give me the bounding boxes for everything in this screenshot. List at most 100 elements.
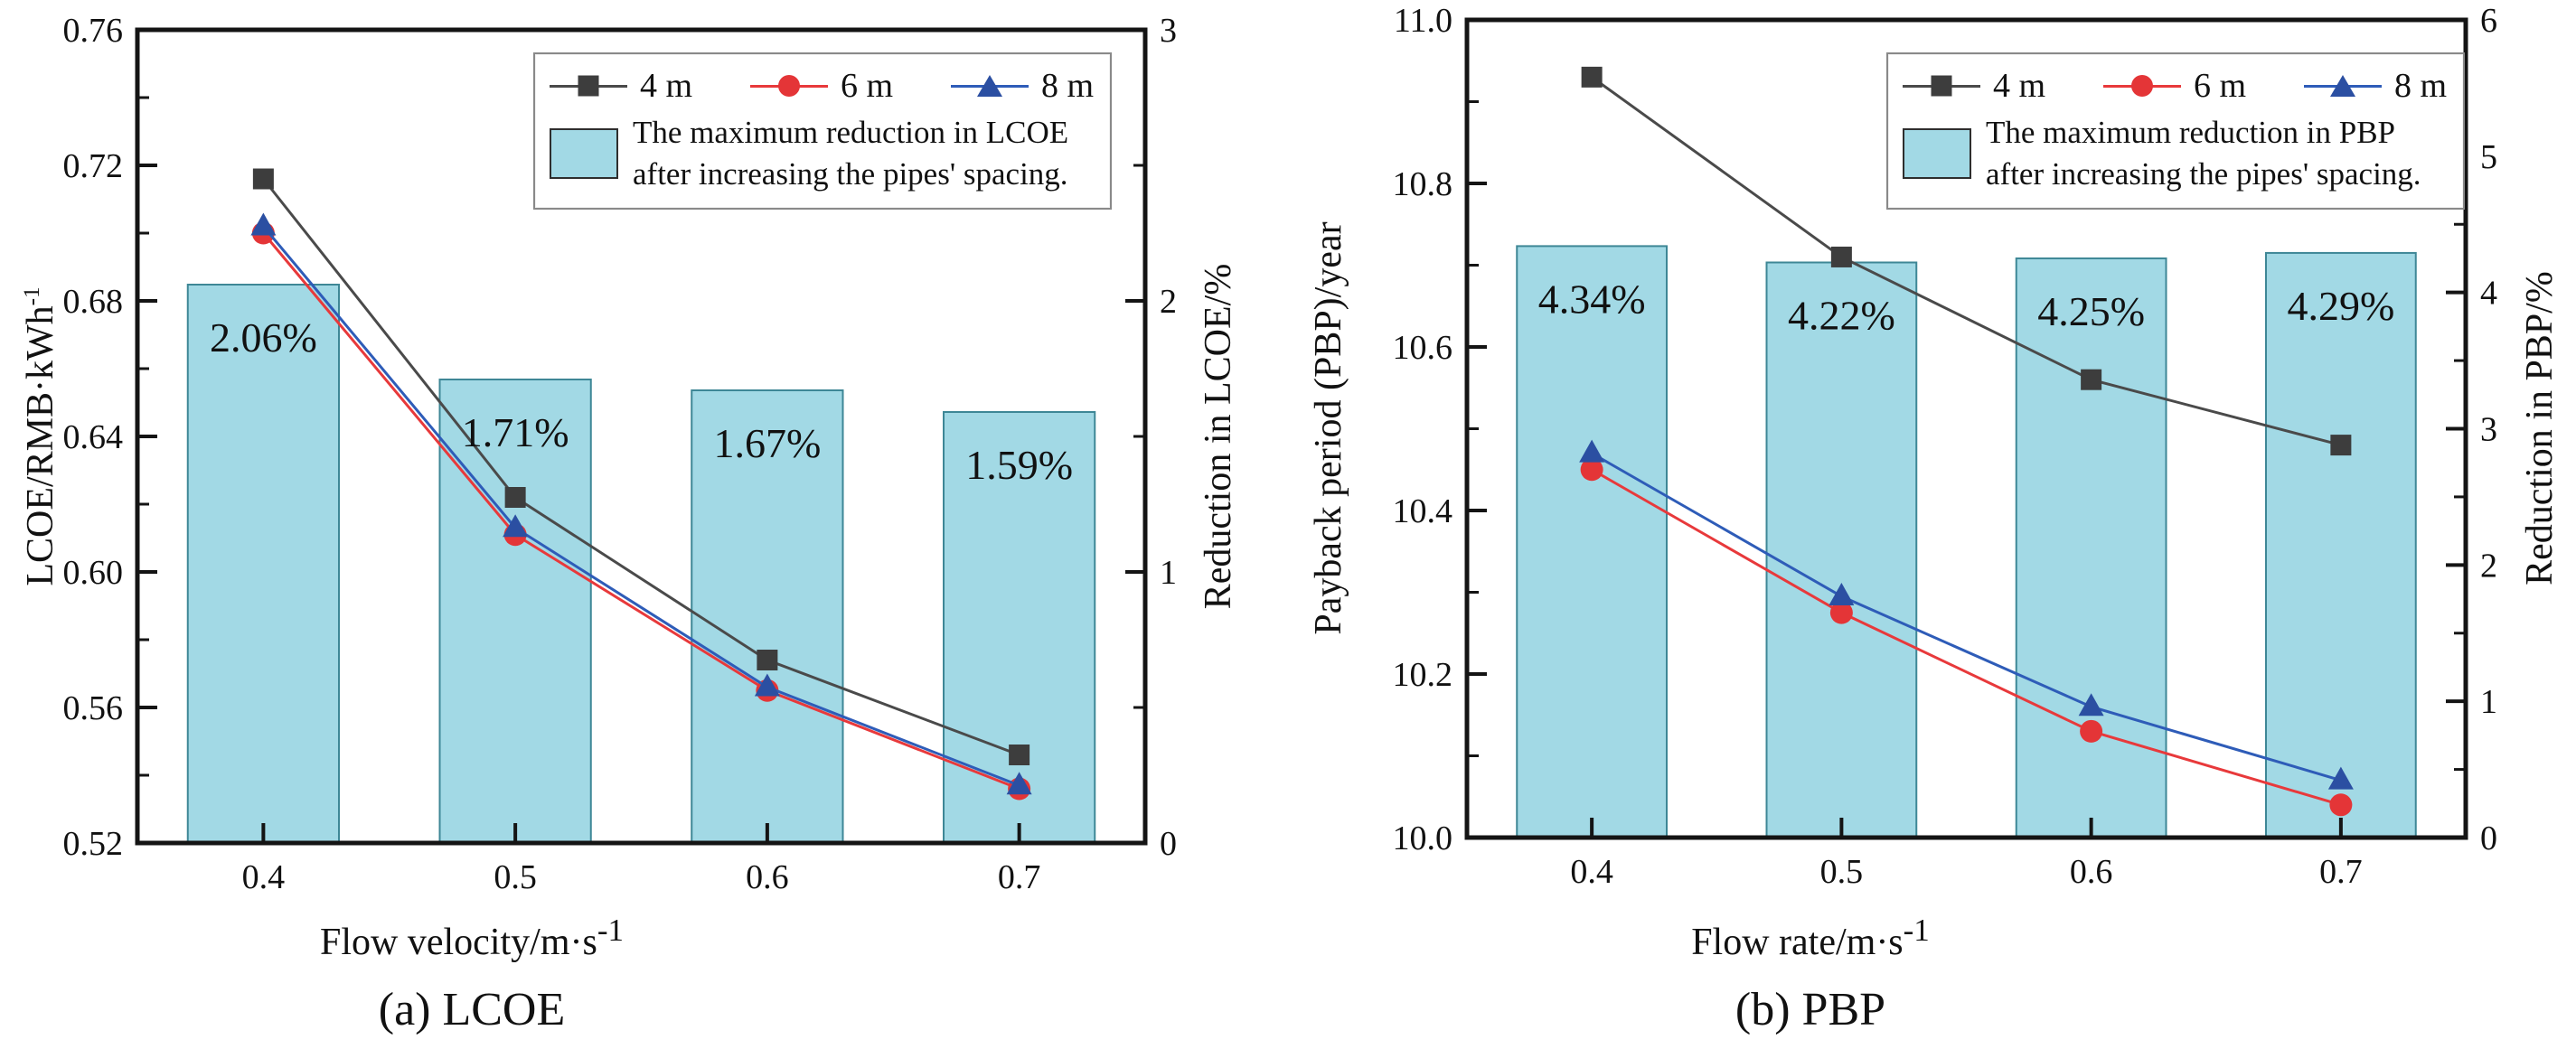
panel-pbp: 10.0 10.2 10.4 10.6 10.8 11.0 0 1 2 3 4 5 6 0.4 0.5 0.6…: [1288, 0, 2576, 1049]
chart-pbp: 10.0 10.2 10.4 10.6 10.8 11.0 0 1 2 3 4 5 6 0.4 0.5 0.6…: [1393, 2, 2498, 891]
bars-group: [1516, 245, 2417, 839]
chart-lcoe: 0.52 0.56 0.60 0.64 0.68 0.72 0.76 0 1 2 3 0.4 0.5 0.…: [63, 12, 1178, 896]
y-left-tick-label: 10.8: [1393, 165, 1453, 203]
bar: [438, 379, 592, 844]
y-right-tick-label: 6: [2480, 2, 2497, 40]
legend-bar-text: The maximum reduction in LCOE after incr…: [633, 112, 1068, 195]
y-axis-label-left-text: LCOE/RMB·kWh: [20, 305, 61, 586]
y-left-tick-label: 10.4: [1393, 492, 1453, 530]
y-left-tick-label: 0.64: [63, 418, 124, 456]
y-right-tick-label: 0: [2480, 820, 2497, 857]
series-4m: [1581, 66, 2352, 456]
legend-bar-line2: after increasing the pipes' spacing.: [1986, 156, 2421, 192]
x-axis-label-sup: -1: [1903, 913, 1930, 948]
y-right-tick-label: 2: [2480, 547, 2497, 585]
bar-value-label: 1.71%: [462, 409, 569, 455]
series-4m: [252, 168, 1030, 765]
data-point-square: [504, 487, 526, 508]
data-point-triangle: [503, 514, 529, 538]
y-right-tick-label: 3: [2480, 411, 2497, 449]
y-left-tick-label: 0.56: [63, 689, 124, 727]
legend-label-6m: 6 m: [2193, 67, 2247, 105]
bar: [943, 411, 1096, 844]
legend-label-8m: 8 m: [1040, 67, 1094, 105]
panel-lcoe: 0.52 0.56 0.60 0.64 0.68 0.72 0.76 0 1 2 3 0.4 0.5 0.…: [19, 12, 1239, 1035]
square-marker-icon: [1931, 75, 1952, 97]
bar-value-label: 4.25%: [2037, 288, 2145, 334]
y-left-tick-label: 11.0: [1394, 2, 1453, 40]
triangle-marker-icon: [2329, 75, 2355, 97]
x-tick-label: 0.7: [2319, 853, 2363, 891]
legend-item-4m: 4 m: [550, 69, 692, 103]
line-swatch-6m-icon: [749, 75, 828, 97]
data-point-triangle: [754, 673, 780, 697]
y-right-tick-label: 4: [2480, 275, 2497, 313]
x-tick-label: 0.5: [494, 858, 537, 896]
y-right-tick-label: 1: [2480, 683, 2497, 721]
bar-value-label: 1.67%: [713, 420, 821, 466]
bar: [2015, 257, 2167, 839]
y-left-tick-label: 0.72: [63, 147, 124, 185]
line-swatch-8m-icon: [950, 75, 1029, 97]
bar-swatch-icon: [550, 128, 618, 180]
y-left-tick-label: 0.68: [63, 283, 124, 321]
x-axis-label-text: Flow velocity/m·s: [320, 922, 597, 963]
legend-item-6m: 6 m: [2102, 67, 2247, 105]
bar-swatch-icon: [1903, 128, 1971, 180]
square-marker-icon: [578, 75, 599, 97]
legend-lcoe: 4 m 6 m 8 m The maximum reduction in LCO…: [533, 52, 1112, 211]
plot-frame: [135, 27, 1148, 846]
series-6m: [251, 221, 1031, 801]
legend-item-8m: 8 m: [950, 67, 1094, 105]
legend-bar-text: The maximum reduction in PBP after incre…: [1986, 112, 2421, 195]
y-left-tick-label: 10.6: [1393, 329, 1453, 367]
bar-value-label: 4.22%: [1788, 292, 1895, 338]
bar-value-label: 2.06%: [210, 314, 317, 361]
bar-value-label: 1.59%: [965, 442, 1073, 488]
legend-series-row: 4 m 6 m 8 m: [548, 63, 1099, 112]
y-axis-label-right: Reduction in PBP/%: [2519, 271, 2561, 585]
data-point-triangle: [2327, 766, 2354, 790]
series-line: [1591, 452, 2342, 782]
data-point-square: [2081, 369, 2102, 390]
bar-value-label: 4.34%: [1538, 276, 1646, 322]
data-point-circle: [2329, 793, 2353, 817]
x-tick-label: 0.4: [1570, 853, 1613, 891]
tick-labels-group: 10.0 10.2 10.4 10.6 10.8 11.0 0 1 2 3 4 5 6 0.4 0.5 0.6…: [1393, 2, 2498, 891]
line-swatch-6m-icon: [2102, 75, 2181, 97]
axis-ticks-group: [139, 28, 1143, 845]
tick-labels-group: 0.52 0.56 0.60 0.64 0.68 0.72 0.76 0 1 2 3 0.4 0.5 0.…: [63, 12, 1178, 896]
data-point-square: [757, 650, 778, 670]
data-point-triangle: [1006, 772, 1032, 795]
x-tick-label: 0.5: [1820, 853, 1864, 891]
circle-marker-icon: [2130, 75, 2153, 97]
data-point-square: [1830, 246, 1852, 267]
legend-item-4m: 4 m: [1903, 69, 2045, 103]
legend-label-8m: 8 m: [2393, 67, 2447, 105]
circle-marker-icon: [777, 75, 800, 97]
bar: [691, 389, 844, 844]
legend-item-6m: 6 m: [749, 69, 893, 103]
y-axis-label-left: LCOE/RMB·kWh-1: [19, 286, 62, 585]
legend-item-8m: 8 m: [2303, 67, 2447, 105]
data-point-square: [1581, 66, 1603, 88]
caption-pbp: (b) PBP: [1735, 984, 1886, 1035]
y-right-tick-label: 5: [2480, 138, 2497, 176]
legend-bar-row: The maximum reduction in PBP after incre…: [1901, 112, 2452, 195]
line-swatch-4m-icon: [1903, 75, 1980, 97]
x-axis-label: Flow rate/m·s-1: [1691, 913, 1930, 964]
data-point-triangle: [1579, 439, 1605, 463]
x-tick-label: 0.7: [998, 858, 1041, 896]
y-left-tick-label: 10.0: [1393, 820, 1453, 857]
series-line: [1591, 76, 2342, 447]
data-point-circle: [1580, 458, 1603, 482]
caption-lcoe: (a) LCOE: [378, 984, 566, 1035]
y-right-tick-label: 0: [1160, 825, 1177, 863]
bar-value-label: 4.29%: [2287, 283, 2394, 329]
triangle-marker-icon: [976, 75, 1002, 97]
y-right-tick-label: 3: [1160, 12, 1177, 50]
legend-label-4m: 4 m: [640, 67, 693, 105]
legend-series-row: 4 m 6 m 8 m: [1901, 63, 2452, 112]
y-axis-label-left-text: Payback period (PBP)/year: [1308, 221, 1349, 635]
bars-group: [186, 284, 1096, 844]
